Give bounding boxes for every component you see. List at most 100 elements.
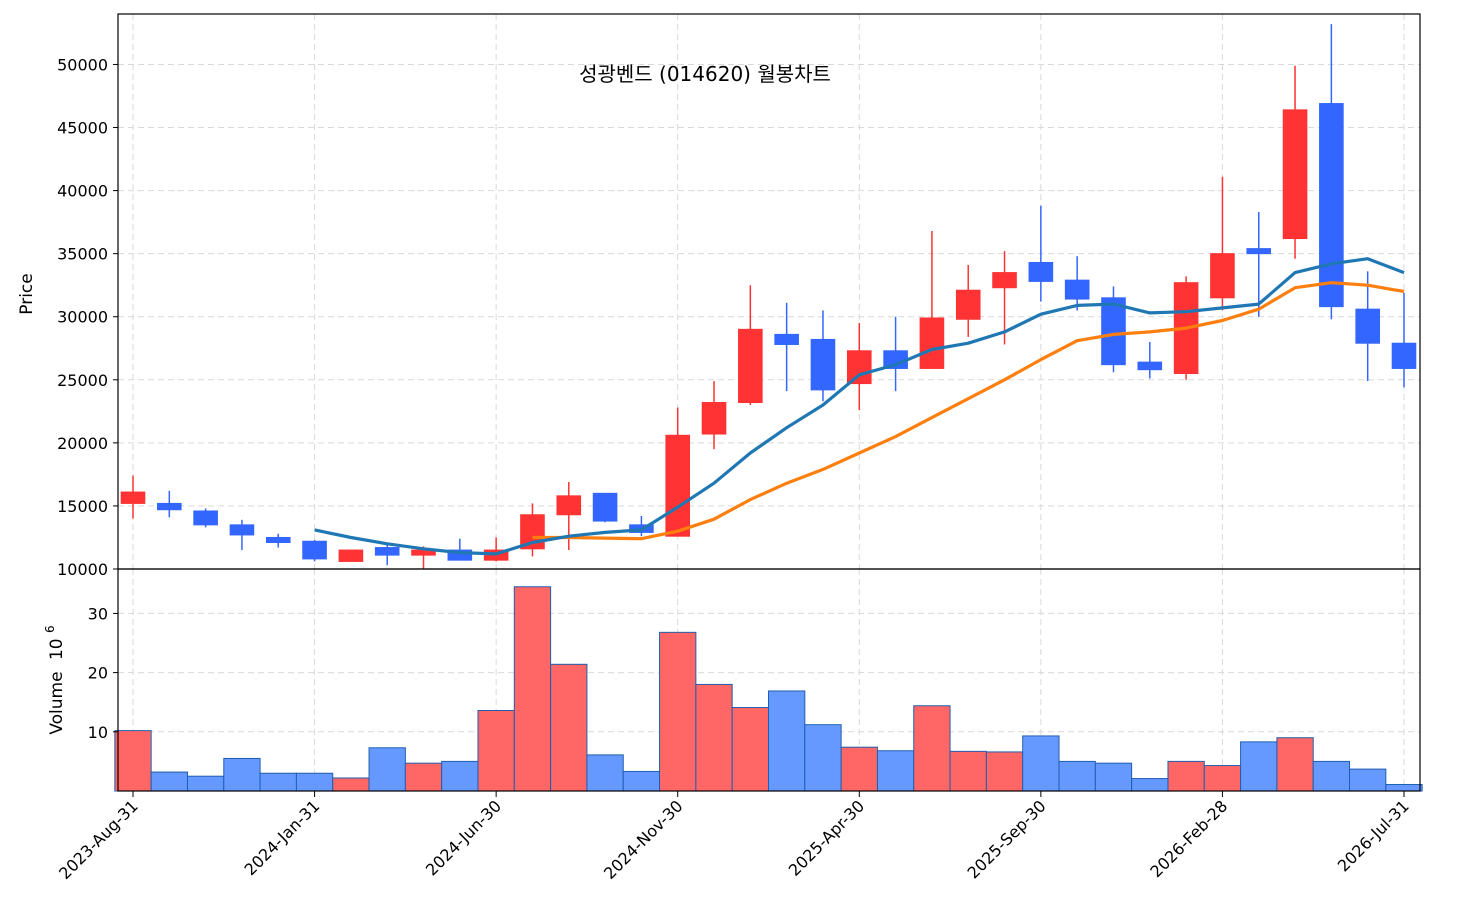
volume-exponent-power: 6	[43, 625, 57, 633]
moving-average-long-line	[532, 281, 1405, 541]
volume-bar	[659, 631, 697, 792]
x-tick-label: 2024-Nov-30	[600, 796, 687, 883]
candle-body	[992, 272, 1017, 289]
candle-body	[447, 549, 473, 561]
volume-bar	[1094, 762, 1133, 792]
volume-bar	[1240, 741, 1278, 792]
x-tick-label: 2026-Jul-31	[1334, 796, 1413, 875]
volume-exponent-base: 10	[47, 638, 67, 660]
x-tick-label: 2024-Jan-31	[241, 796, 324, 879]
moving-average-short-line	[314, 257, 1405, 556]
candle-body	[338, 549, 364, 562]
volume-bar	[985, 751, 1024, 792]
price-tick-label: 35000	[57, 245, 108, 264]
volume-bar	[1276, 737, 1314, 792]
candle-body	[592, 492, 618, 522]
candle-body	[120, 491, 146, 504]
candle-body	[1101, 297, 1126, 366]
volume-bar	[1058, 760, 1096, 792]
volume-bar	[622, 770, 661, 792]
volume-label-text: Volume	[47, 671, 67, 734]
svg-text:Volume 10 6: Volume 10 6	[43, 625, 67, 734]
volume-bar	[1167, 760, 1205, 792]
volume-bar	[1131, 778, 1169, 792]
candle-body	[1246, 248, 1272, 255]
volume-tick-label: 20	[88, 664, 108, 683]
volume-bar	[1349, 768, 1387, 792]
candle-body	[157, 502, 182, 511]
moving-averages	[314, 257, 1405, 556]
volume-bar	[441, 760, 479, 792]
price-axis-label: Price	[17, 273, 37, 314]
candle-body	[302, 540, 327, 560]
volume-bar	[949, 750, 987, 792]
volume-tick-label: 10	[88, 723, 108, 742]
candle-body	[1282, 109, 1308, 240]
volume-bar	[404, 762, 443, 792]
price-tick-label: 50000	[57, 55, 108, 74]
candle-body	[774, 333, 799, 345]
x-tick-label: 2025-Sep-30	[964, 796, 1050, 882]
candle-body	[1355, 308, 1380, 344]
price-tick-label: 40000	[57, 182, 108, 201]
volume-bar	[1385, 783, 1423, 792]
candle-body	[1391, 342, 1417, 369]
volume-bar	[477, 709, 515, 792]
candle-body	[955, 289, 981, 320]
volume-bar	[1203, 765, 1242, 792]
volume-bar	[332, 777, 370, 792]
price-tick-label: 45000	[57, 119, 108, 138]
candle-body	[1028, 261, 1054, 282]
volume-bar	[840, 746, 878, 792]
candle-body	[556, 495, 582, 516]
candle-body	[738, 328, 763, 403]
volume-bar	[259, 772, 297, 792]
volume-bar	[586, 754, 624, 792]
grid-layer	[118, 14, 1420, 791]
volume-bar	[368, 747, 406, 792]
candle-body	[919, 317, 945, 369]
volume-bar	[513, 586, 552, 792]
volume-bar	[550, 663, 588, 792]
price-tick-label: 15000	[57, 497, 108, 516]
volume-bar	[114, 730, 152, 792]
volume-bar	[150, 771, 188, 792]
x-tick-label: 2025-Apr-30	[785, 796, 868, 879]
volume-bar	[295, 772, 334, 792]
candle-body	[265, 536, 291, 544]
volume-bar	[695, 683, 733, 792]
candle-body	[1319, 103, 1344, 308]
candle-body	[810, 338, 836, 391]
candle-body	[229, 524, 255, 536]
candlesticks	[120, 24, 1417, 569]
candle-body	[665, 434, 691, 537]
volume-panel-frame	[117, 568, 1421, 792]
volume-bar	[731, 707, 770, 792]
volume-bar	[186, 775, 225, 792]
price-tick-label: 10000	[57, 560, 108, 579]
candle-body	[846, 350, 872, 385]
chart-title: 성광벤드 (014620) 월봉차트	[579, 62, 831, 86]
volume-bars	[114, 586, 1423, 792]
candle-body	[1210, 253, 1235, 299]
price-tick-label: 25000	[57, 371, 108, 390]
volume-bar	[1022, 735, 1060, 792]
volume-bar	[223, 757, 261, 792]
candle-body	[701, 402, 727, 435]
volume-bar	[876, 750, 915, 792]
volume-bar	[1312, 760, 1351, 792]
volume-bar	[913, 705, 951, 792]
candle-body	[1064, 279, 1090, 300]
x-tick-label: 2024-Jun-30	[422, 796, 505, 879]
volume-bar	[804, 724, 842, 792]
candle-body	[1137, 361, 1163, 371]
volume-bar	[768, 690, 806, 792]
price-tick-label: 30000	[57, 308, 108, 327]
volume-tick-label: 30	[88, 604, 108, 623]
candle-body	[193, 510, 218, 526]
candle-body	[374, 547, 400, 556]
x-tick-label: 2023-Aug-31	[55, 796, 142, 883]
price-tick-label: 20000	[57, 434, 108, 453]
volume-axis-label: Volume 10 6	[43, 625, 67, 734]
